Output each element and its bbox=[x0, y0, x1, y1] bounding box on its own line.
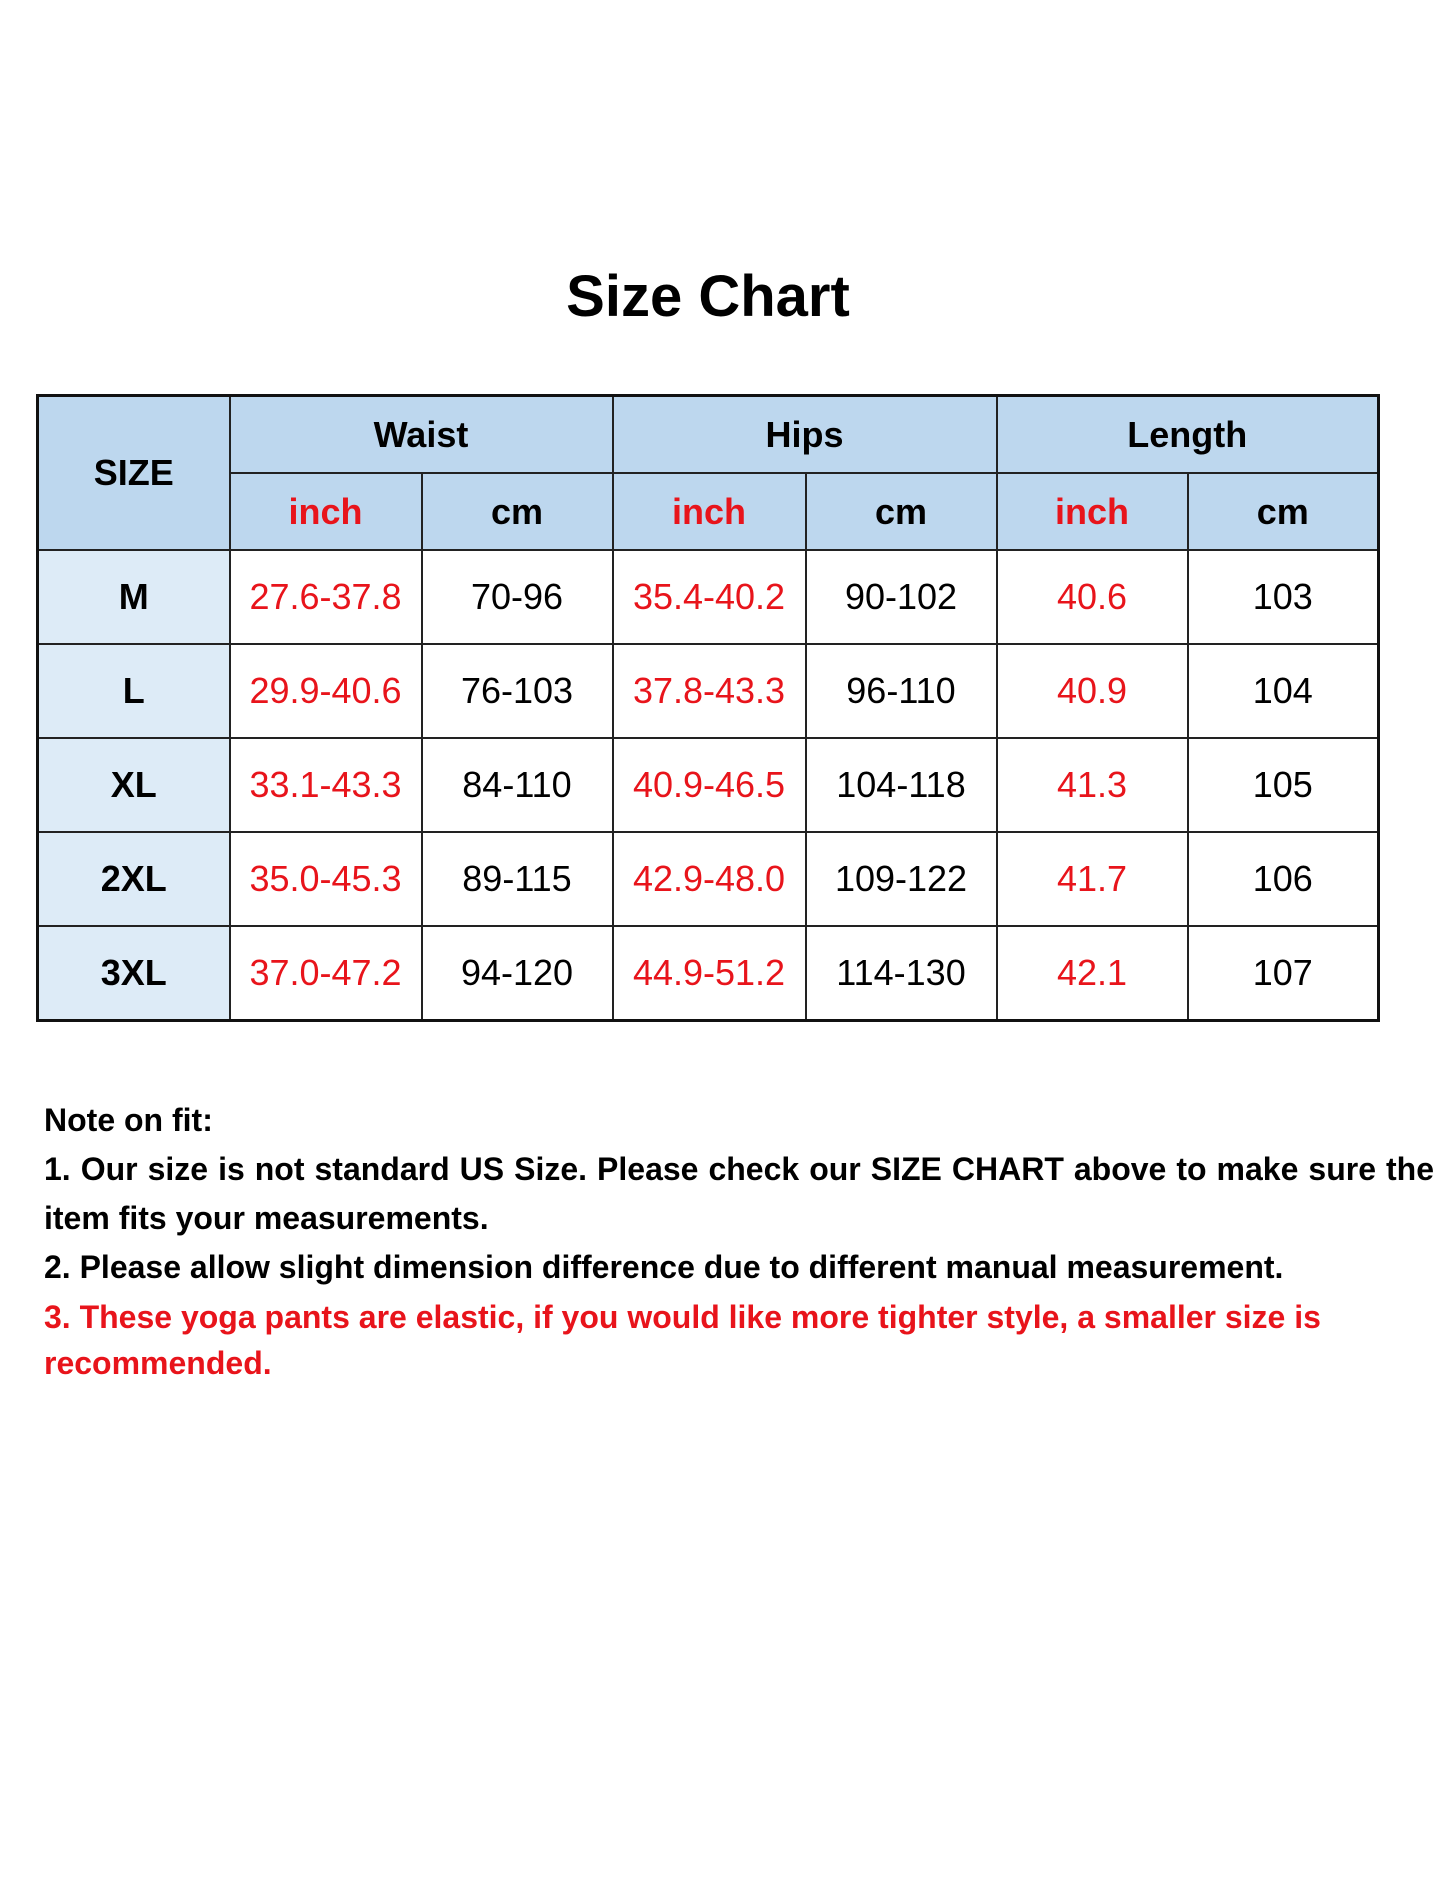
unit-header-inch: inch bbox=[995, 472, 1189, 551]
cm-value: 104-118 bbox=[804, 737, 998, 833]
inch-value: 35.4-40.2 bbox=[611, 549, 807, 645]
cm-value: 96-110 bbox=[804, 643, 998, 739]
unit-header-inch: inch bbox=[228, 472, 423, 551]
inch-value: 29.9-40.6 bbox=[228, 643, 423, 739]
size-label: 2XL bbox=[36, 831, 231, 927]
cm-value: 104 bbox=[1186, 643, 1380, 739]
table-row: 3XL 37.0-47.2 94-120 44.9-51.2 114-130 42.1 10… bbox=[36, 925, 1380, 1022]
inch-value: 35.0-45.3 bbox=[228, 831, 423, 927]
cm-value: 109-122 bbox=[804, 831, 998, 927]
inch-value: 33.1-43.3 bbox=[228, 737, 423, 833]
inch-value: 41.7 bbox=[995, 831, 1189, 927]
inch-value: 37.0-47.2 bbox=[228, 925, 423, 1022]
cm-value: 94-120 bbox=[420, 925, 614, 1022]
cm-value: 105 bbox=[1186, 737, 1380, 833]
table-row: L 29.9-40.6 76-103 37.8-43.3 96-110 40.9 104 bbox=[36, 643, 1380, 739]
cm-value: 84-110 bbox=[420, 737, 614, 833]
cm-value: 90-102 bbox=[804, 549, 998, 645]
inch-value: 42.9-48.0 bbox=[611, 831, 807, 927]
unit-header-cm: cm bbox=[420, 472, 614, 551]
cm-value: 107 bbox=[1186, 925, 1380, 1022]
table-row: 2XL 35.0-45.3 89-115 42.9-48.0 109-122 41.7 10… bbox=[36, 831, 1380, 927]
note-3: 3. These yoga pants are elastic, if you … bbox=[44, 1299, 1321, 1381]
length-header: Length bbox=[995, 394, 1380, 474]
note-1: 1. Our size is not standard US Size. Ple… bbox=[44, 1151, 1434, 1236]
fit-notes: Note on fit: 1. Our size is not standard… bbox=[44, 1096, 1434, 1386]
inch-value: 44.9-51.2 bbox=[611, 925, 807, 1022]
unit-header-inch: inch bbox=[611, 472, 807, 551]
size-chart-table: SIZE Waist Hips Length inch cm inch cm inch c… bbox=[36, 394, 1380, 1022]
table-row: XL 33.1-43.3 84-110 40.9-46.5 104-118 41.3 105 bbox=[36, 737, 1380, 833]
inch-value: 40.9-46.5 bbox=[611, 737, 807, 833]
size-header: SIZE bbox=[36, 394, 231, 551]
inch-value: 40.9 bbox=[995, 643, 1189, 739]
cm-value: 114-130 bbox=[804, 925, 998, 1022]
note-2: 2. Please allow slight dimension differe… bbox=[44, 1249, 1284, 1285]
unit-header-cm: cm bbox=[1186, 472, 1380, 551]
inch-value: 37.8-43.3 bbox=[611, 643, 807, 739]
unit-header-cm: cm bbox=[804, 472, 998, 551]
size-label: 3XL bbox=[36, 925, 231, 1022]
notes-heading: Note on fit: bbox=[44, 1102, 213, 1138]
waist-header: Waist bbox=[228, 394, 614, 474]
inch-value: 27.6-37.8 bbox=[228, 549, 423, 645]
cm-value: 76-103 bbox=[420, 643, 614, 739]
table-row: M 27.6-37.8 70-96 35.4-40.2 90-102 40.6 103 bbox=[36, 549, 1380, 645]
size-label: L bbox=[36, 643, 231, 739]
inch-value: 40.6 bbox=[995, 549, 1189, 645]
page-title: Size Chart bbox=[566, 264, 850, 329]
inch-value: 42.1 bbox=[995, 925, 1189, 1022]
size-label: M bbox=[36, 549, 231, 645]
cm-value: 70-96 bbox=[420, 549, 614, 645]
cm-value: 89-115 bbox=[420, 831, 614, 927]
cm-value: 103 bbox=[1186, 549, 1380, 645]
inch-value: 41.3 bbox=[995, 737, 1189, 833]
size-label: XL bbox=[36, 737, 231, 833]
cm-value: 106 bbox=[1186, 831, 1380, 927]
hips-header: Hips bbox=[611, 394, 998, 474]
